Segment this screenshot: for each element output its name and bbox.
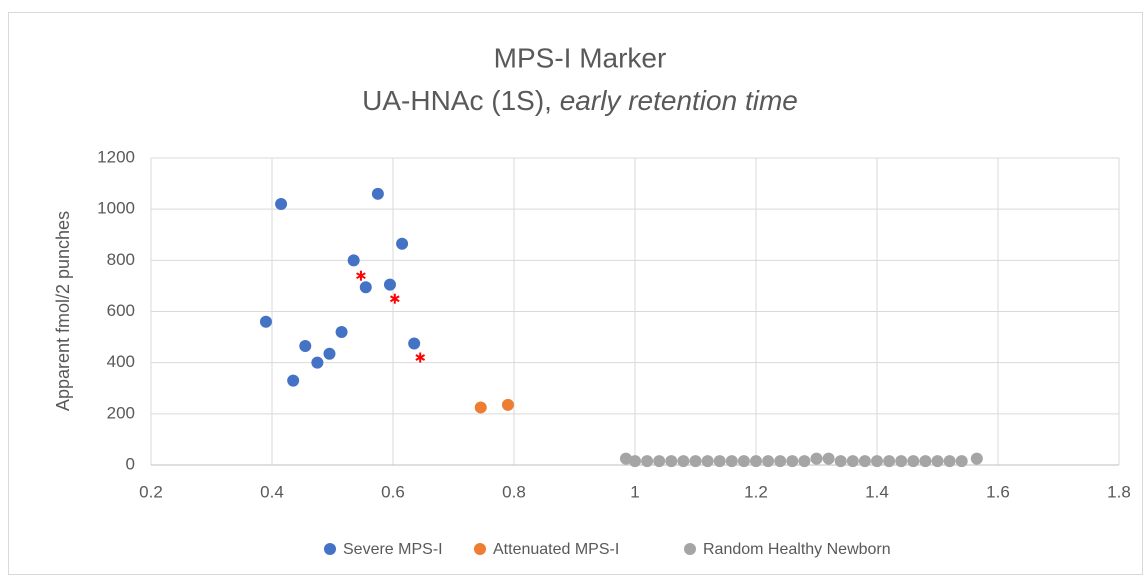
chart-title: MPS-I Marker bbox=[494, 42, 667, 73]
legend-label: Severe MPS-I bbox=[343, 541, 443, 558]
chart-subtitle: UA-HNAc (1S), early retention time bbox=[362, 85, 798, 116]
y-tick-label: 600 bbox=[107, 301, 135, 320]
point bbox=[834, 455, 847, 468]
asterisk-stroke bbox=[356, 272, 366, 280]
point bbox=[846, 455, 859, 468]
asterisk-marker bbox=[415, 352, 426, 363]
legend-marker bbox=[324, 543, 336, 555]
y-tick-label: 0 bbox=[126, 454, 135, 473]
legend-marker bbox=[684, 543, 696, 555]
y-tick-label: 400 bbox=[107, 352, 135, 371]
subtitle-italic: early retention time bbox=[560, 85, 798, 116]
point bbox=[323, 347, 336, 360]
point bbox=[396, 237, 409, 250]
point bbox=[713, 455, 726, 468]
point bbox=[774, 455, 787, 468]
point bbox=[641, 455, 654, 468]
legend-marker bbox=[474, 543, 486, 555]
x-tick-label: 0.8 bbox=[502, 482, 526, 501]
point bbox=[798, 455, 811, 468]
asterisk-marker bbox=[389, 293, 400, 304]
x-tick-label: 1.6 bbox=[986, 482, 1010, 501]
point bbox=[701, 455, 714, 468]
x-tick-label: 0.4 bbox=[260, 482, 284, 501]
point bbox=[311, 356, 324, 369]
point bbox=[871, 455, 883, 468]
point bbox=[287, 374, 300, 387]
point bbox=[955, 455, 968, 468]
x-tick-label: 1.2 bbox=[744, 482, 768, 501]
point bbox=[883, 455, 896, 468]
x-tick-label: 1 bbox=[630, 482, 639, 501]
x-tick-label: 0.6 bbox=[381, 482, 405, 501]
asterisk-marker bbox=[356, 270, 366, 281]
legend-label: Random Healthy Newborn bbox=[703, 541, 891, 558]
point bbox=[810, 452, 823, 465]
point bbox=[970, 452, 983, 465]
x-tick-label: 1.8 bbox=[1107, 482, 1131, 501]
point bbox=[725, 455, 738, 468]
legend-label: Attenuated MPS-I bbox=[493, 541, 619, 558]
point bbox=[347, 254, 360, 267]
point bbox=[895, 455, 908, 468]
point bbox=[619, 452, 632, 465]
y-tick-label: 800 bbox=[107, 250, 135, 269]
y-tick-label: 200 bbox=[107, 403, 135, 422]
point bbox=[299, 340, 312, 353]
point bbox=[665, 455, 678, 468]
y-axis-label: Apparent fmol/2 punches bbox=[53, 211, 73, 411]
point bbox=[943, 455, 956, 468]
subtitle-text: UA-HNAc (1S), bbox=[362, 85, 552, 116]
point bbox=[408, 337, 421, 350]
point bbox=[822, 452, 835, 465]
y-tick-label: 1200 bbox=[97, 147, 135, 166]
point bbox=[677, 455, 690, 468]
point bbox=[474, 401, 487, 414]
point bbox=[359, 281, 372, 294]
point bbox=[762, 455, 775, 468]
point bbox=[737, 455, 750, 468]
x-tick-label: 1.4 bbox=[865, 482, 889, 501]
y-tick-label: 1000 bbox=[97, 199, 135, 218]
point bbox=[383, 278, 396, 291]
point bbox=[259, 315, 272, 328]
point bbox=[931, 455, 944, 468]
point bbox=[335, 325, 348, 338]
point bbox=[786, 455, 799, 468]
point bbox=[275, 198, 288, 211]
point bbox=[919, 455, 932, 468]
asterisk-stroke bbox=[415, 354, 426, 361]
point bbox=[371, 187, 384, 200]
point bbox=[653, 455, 666, 468]
point bbox=[750, 455, 762, 468]
chart-border bbox=[8, 12, 1143, 575]
point bbox=[501, 398, 514, 411]
point bbox=[907, 455, 920, 468]
point bbox=[689, 455, 702, 468]
x-tick-label: 0.2 bbox=[139, 482, 163, 501]
point bbox=[858, 455, 871, 468]
asterisk-stroke bbox=[389, 295, 400, 303]
point bbox=[629, 455, 641, 468]
